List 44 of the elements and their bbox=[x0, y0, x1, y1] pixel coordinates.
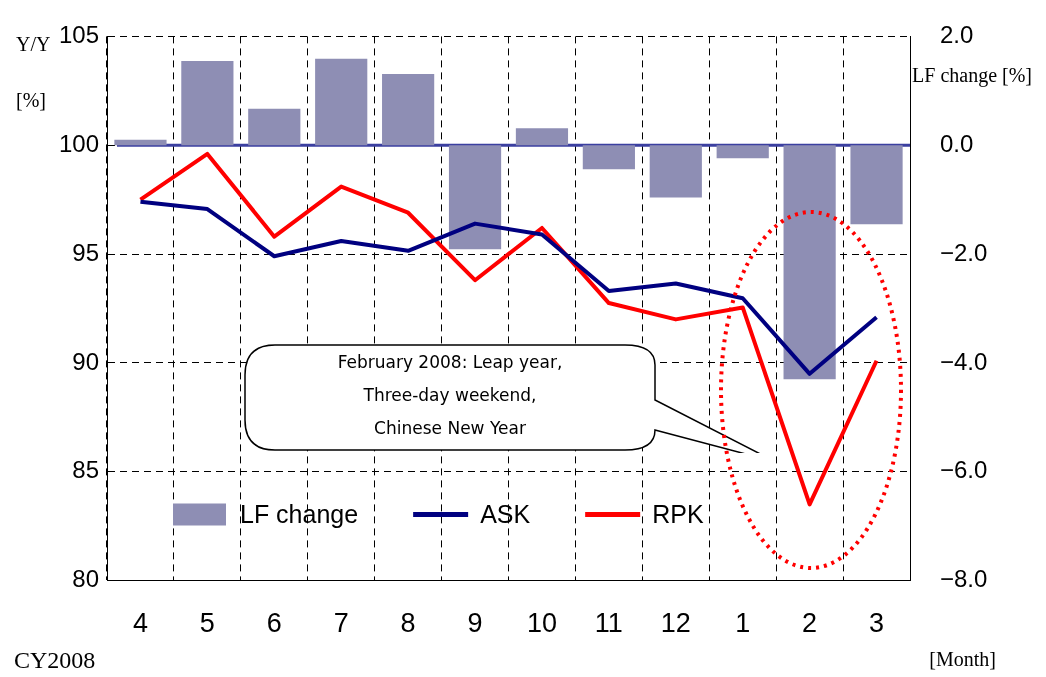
y2-tick-label: −8.0 bbox=[940, 565, 988, 593]
bar bbox=[248, 108, 301, 146]
y-tick-label: 105 bbox=[58, 21, 99, 49]
y-tick-label: 85 bbox=[72, 456, 99, 484]
y-tick-label: 90 bbox=[72, 347, 99, 375]
y2-axis-title: LF change [%] bbox=[912, 64, 1032, 88]
x-tick-label: 10 bbox=[526, 608, 557, 639]
bar bbox=[114, 139, 167, 146]
x-tick-label: 2 bbox=[802, 608, 818, 639]
bar bbox=[783, 145, 836, 380]
x-tick-label: 12 bbox=[660, 608, 691, 639]
y2-tick-label: 2.0 bbox=[940, 21, 974, 49]
text: Y/Y [%] bbox=[16, 33, 51, 112]
x-tick-label: 6 bbox=[266, 608, 282, 639]
bar bbox=[649, 145, 702, 198]
y2-tick-label: −2.0 bbox=[940, 238, 988, 266]
bar bbox=[582, 145, 635, 170]
y2-tick-label: −4.0 bbox=[940, 347, 988, 375]
x-tick-label: 7 bbox=[333, 608, 349, 639]
legend-label: ASK bbox=[480, 500, 531, 529]
bar bbox=[448, 145, 502, 250]
y-tick-label: 80 bbox=[72, 565, 99, 593]
x-tick-label: 9 bbox=[467, 608, 483, 639]
x-tick-label: 3 bbox=[869, 608, 885, 639]
bar bbox=[850, 145, 903, 225]
x-tick-label: 4 bbox=[132, 608, 148, 639]
bar bbox=[716, 145, 769, 159]
bar bbox=[315, 58, 368, 146]
legend-label: LF change bbox=[240, 500, 359, 529]
y2-tick-label: −6.0 bbox=[940, 456, 988, 484]
text: CY2008 bbox=[14, 647, 96, 674]
x-tick-label: 8 bbox=[400, 608, 416, 639]
x-tick-label: 5 bbox=[199, 608, 215, 639]
bar bbox=[515, 128, 569, 146]
annotation: February 2008: Leap year, Three-day weekend, Chinese New Year bbox=[336, 351, 564, 440]
x-tick-label: 11 bbox=[594, 608, 623, 639]
legend-label: RPK bbox=[652, 500, 704, 529]
y-tick-label: 100 bbox=[58, 129, 99, 157]
y-tick-label: 95 bbox=[72, 238, 99, 266]
y2-tick-label: 0.0 bbox=[940, 129, 974, 157]
bar bbox=[181, 60, 234, 146]
x-axis-title: [Month] bbox=[929, 648, 996, 671]
bar bbox=[382, 73, 435, 146]
x-tick-label: 1 bbox=[735, 608, 751, 639]
